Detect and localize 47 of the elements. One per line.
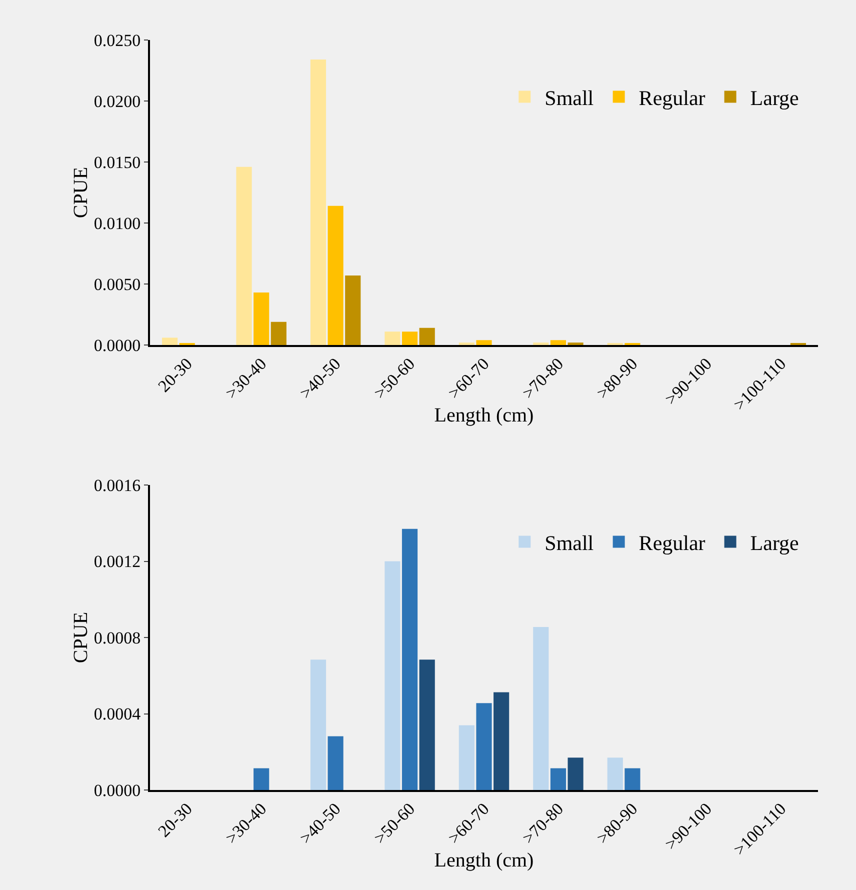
y-tick-label: 0.0004: [94, 704, 142, 724]
bar: [607, 758, 623, 790]
bar: [254, 768, 270, 790]
y-tick-label: 0.0008: [94, 628, 141, 648]
bar: [458, 725, 474, 790]
bar: [236, 166, 252, 345]
bar: [402, 528, 418, 790]
legend-label: Regular: [638, 86, 706, 110]
bar: [345, 275, 361, 345]
bar: [310, 660, 326, 790]
y-tick-label: 0.0000: [94, 780, 141, 800]
y-tick-label: 0.0200: [94, 92, 141, 111]
bar: [533, 627, 549, 790]
bar: [270, 322, 286, 345]
y-tick-label: 0.0016: [94, 476, 141, 495]
y-tick-label: 0.0012: [94, 552, 141, 572]
bar: [624, 768, 640, 790]
bar: [402, 332, 418, 345]
bar: [310, 60, 326, 345]
bar: [384, 332, 400, 345]
bar: [476, 703, 492, 790]
bar: [550, 340, 566, 345]
legend-label: Regular: [638, 530, 706, 555]
bar: [494, 692, 510, 790]
legend-label: Large: [750, 530, 799, 555]
bar: [419, 660, 435, 790]
bar: [328, 206, 344, 345]
x-axis-title: Length (cm): [434, 850, 534, 872]
bar: [254, 292, 270, 345]
legend-label: Small: [544, 530, 594, 555]
bar: [550, 768, 566, 790]
bar: [162, 338, 178, 345]
bar: [328, 736, 344, 790]
y-axis-title: CPUE: [70, 612, 92, 664]
legend-label: Small: [544, 86, 594, 110]
bar: [384, 561, 400, 790]
bar: [476, 340, 492, 345]
bar: [568, 758, 584, 790]
x-axis-title: Length (cm): [434, 404, 534, 427]
y-tick-label: 0.0250: [94, 30, 141, 50]
y-tick-label: 0.0000: [94, 336, 141, 355]
legend-label: Large: [750, 86, 799, 110]
y-tick-label: 0.0100: [94, 214, 141, 233]
y-tick-label: 0.0050: [94, 274, 141, 294]
y-tick-label: 0.0150: [94, 152, 141, 172]
y-axis-title: CPUE: [70, 166, 92, 218]
bar: [419, 328, 435, 345]
